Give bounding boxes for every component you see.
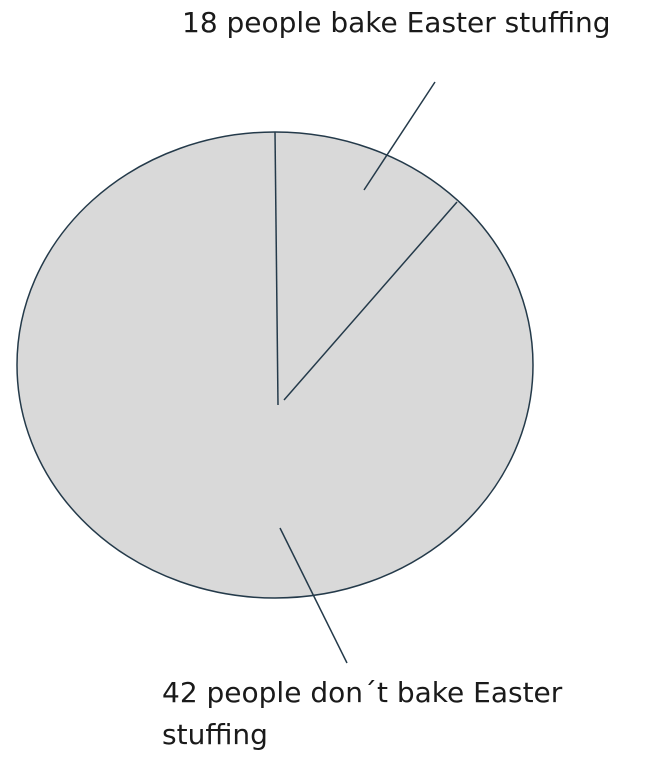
pie-outline <box>16 131 534 599</box>
slice-divider-bake-end <box>283 201 458 401</box>
slice-label-bake: 18 people bake Easter stuffing <box>182 6 611 39</box>
slice-divider-bake-start <box>274 131 279 406</box>
leader-line-bake <box>363 81 436 191</box>
slice-label-dont-bake: 42 people don´t bake Easter stuffing <box>162 676 563 751</box>
leader-line-dont-bake <box>279 527 348 664</box>
